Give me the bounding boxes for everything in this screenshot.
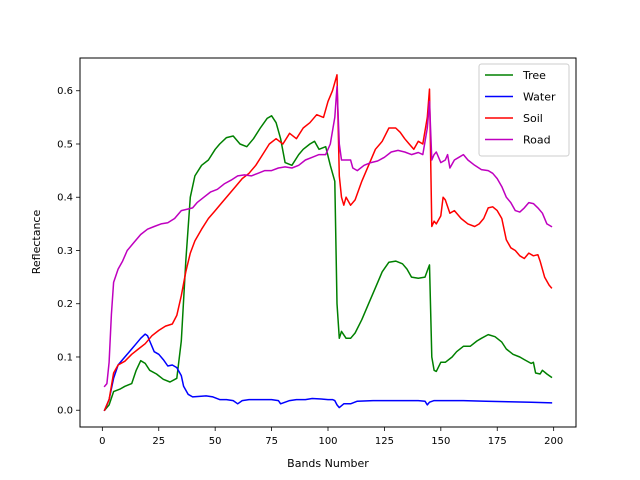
x-tick-label: 100 [318,436,337,447]
legend-box [478,63,570,157]
x-tick-label: 150 [431,436,450,447]
x-axis: 0 25 50 75 100 125 150 175 200 [99,427,563,447]
y-axis: 0.0 0.1 0.2 0.3 0.4 0.5 0.6 [57,86,80,417]
legend-label-tree: Tree [522,69,546,82]
legend-label-water: Water [523,91,556,104]
series-lines [103,74,553,412]
y-tick-label: 0.1 [57,352,73,363]
series-line-water [103,333,553,412]
y-tick-label: 0.2 [57,299,73,310]
y-tick-label: 0.4 [57,193,73,204]
y-tick-label: 0.6 [57,86,73,97]
x-tick-label: 50 [209,436,222,447]
series-line-tree [103,115,553,412]
y-tick-label: 0.5 [57,139,73,150]
series-line-road [103,85,553,388]
y-axis-label: Reflectance [30,210,43,275]
x-tick-label: 200 [544,436,563,447]
y-tick-label: 0.3 [57,246,73,257]
x-tick-label: 0 [99,436,105,447]
x-axis-label: Bands Number [287,457,369,470]
series-line-soil [103,74,553,412]
legend: Tree Water Soil Road [478,63,570,157]
x-tick-label: 75 [265,436,278,447]
x-tick-label: 25 [152,436,165,447]
legend-label-soil: Soil [523,112,543,125]
y-tick-label: 0.0 [57,406,73,417]
x-tick-label: 175 [488,436,507,447]
x-tick-label: 125 [375,436,394,447]
legend-label-road: Road [523,134,551,147]
